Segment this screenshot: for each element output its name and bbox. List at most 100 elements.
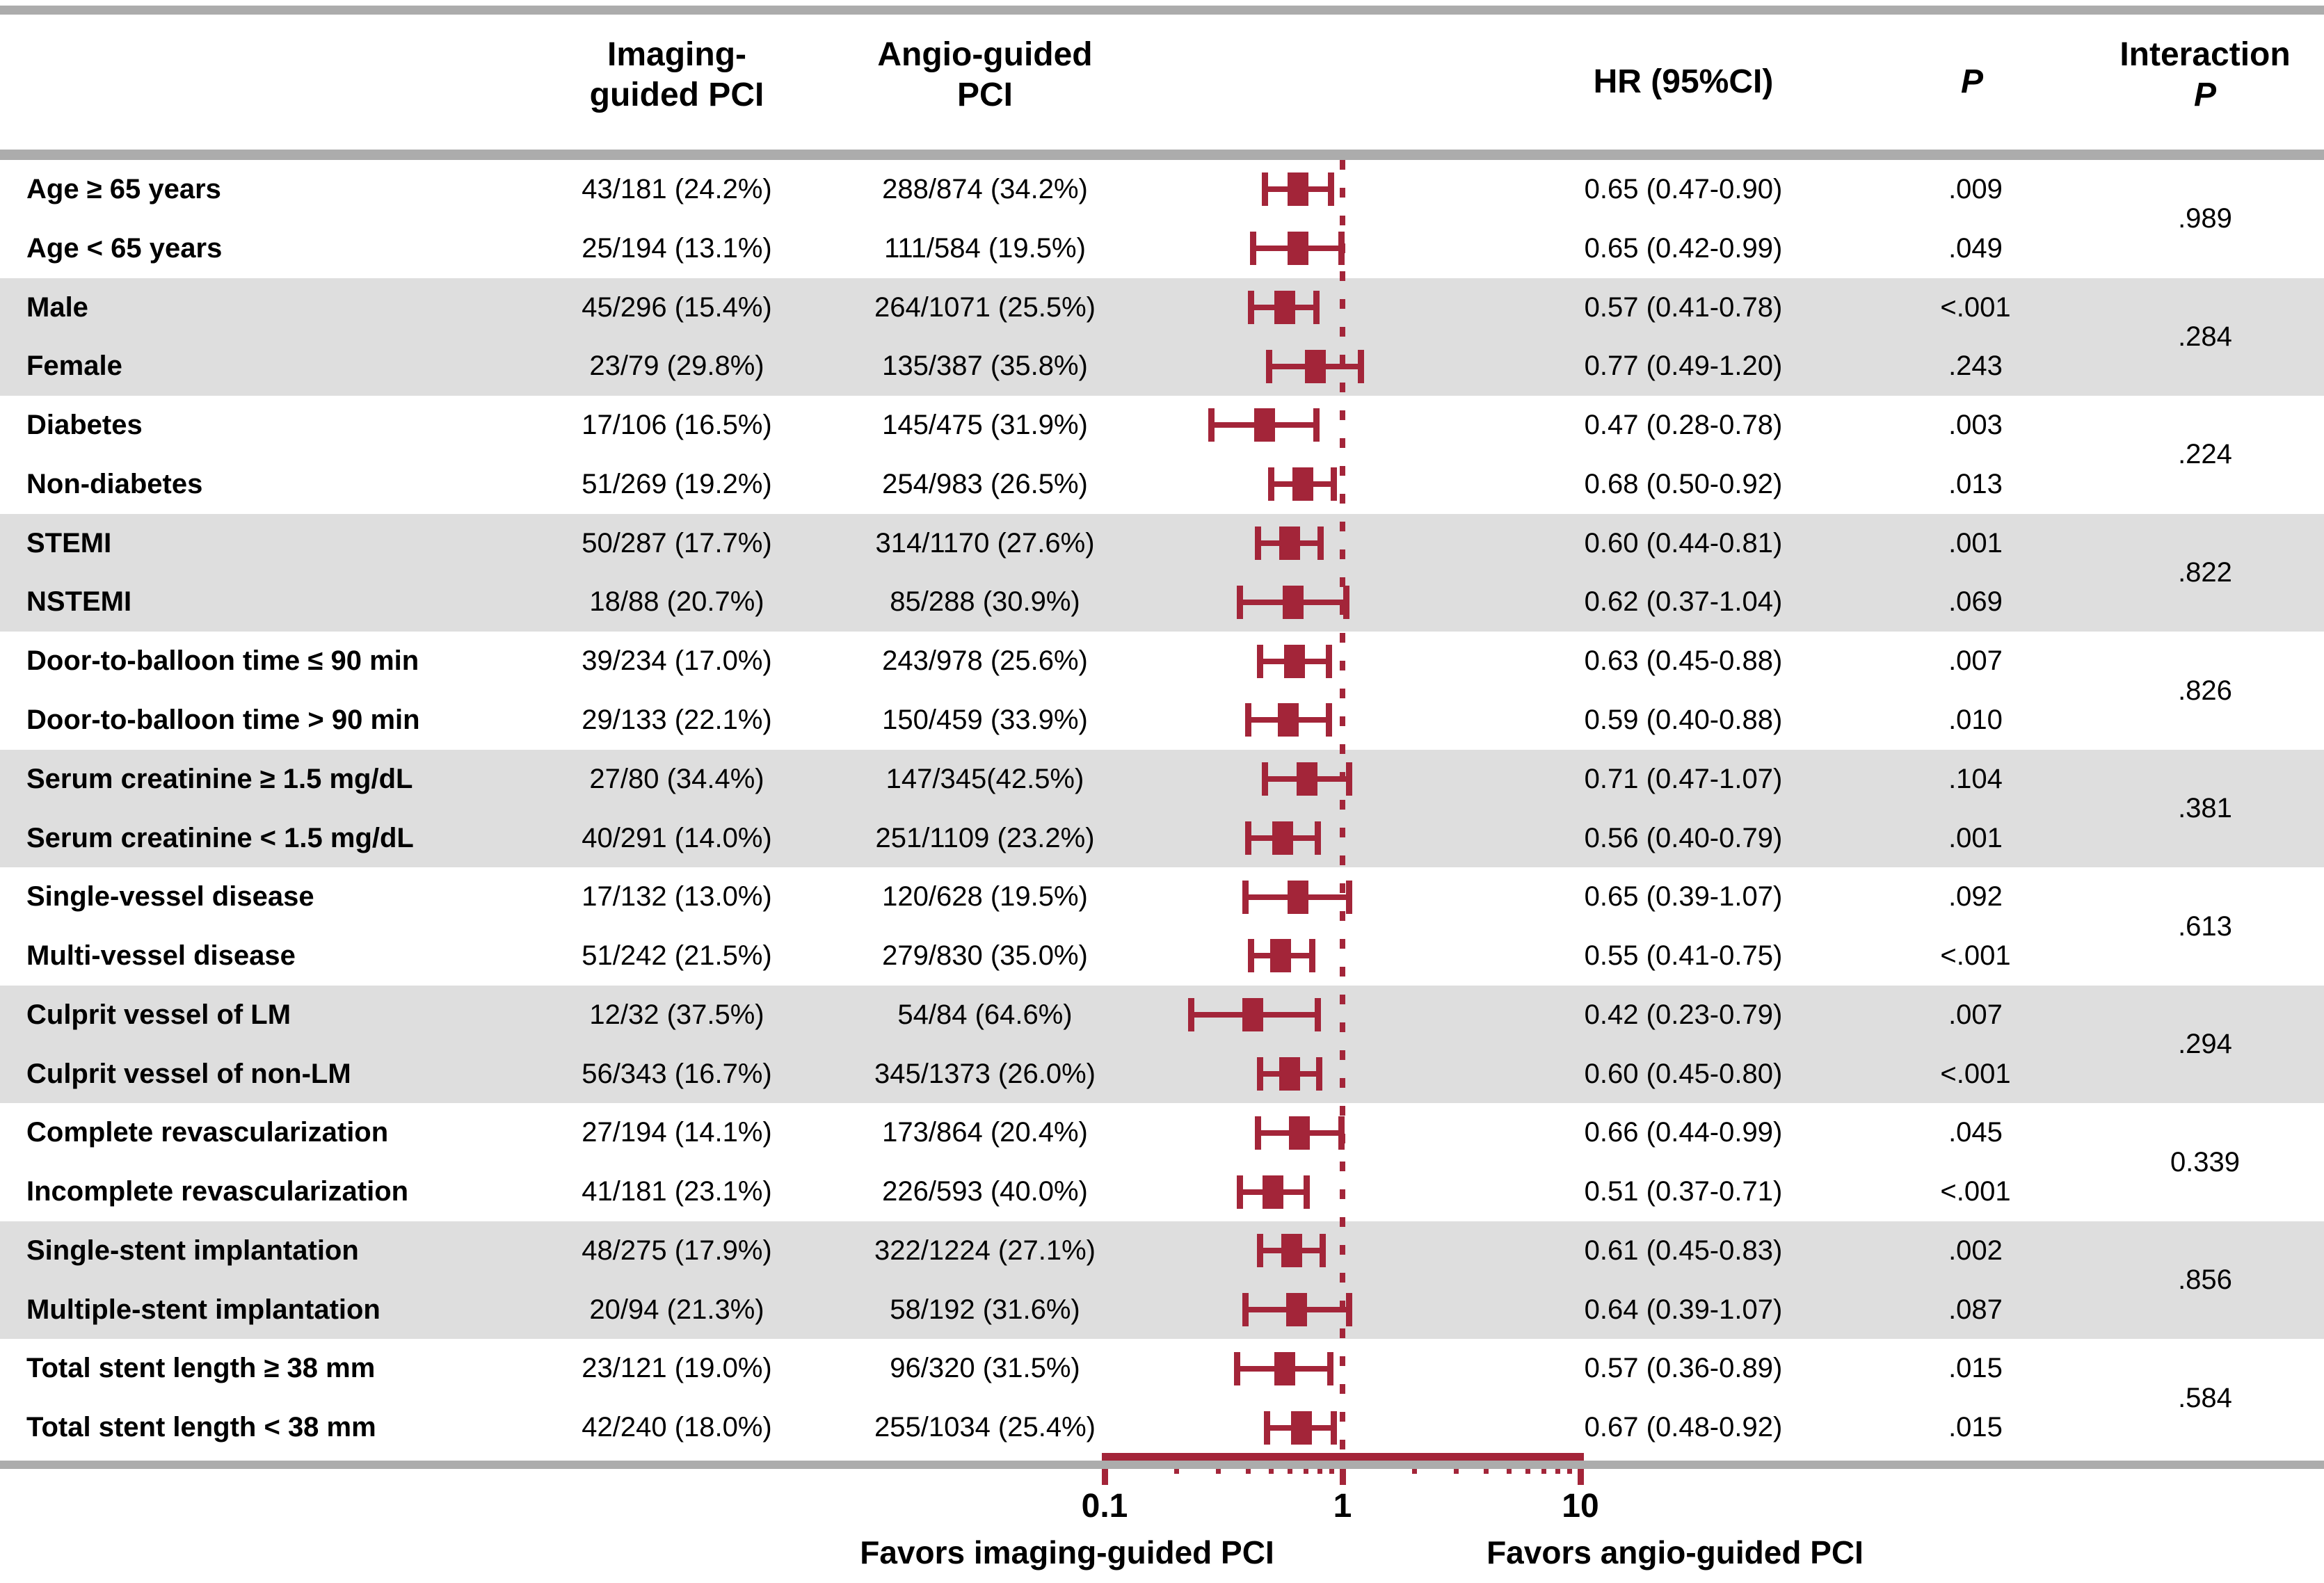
subgroup-label: NSTEMI <box>26 586 132 618</box>
imaging-guided-value: 48/275 (17.9%) <box>582 1235 772 1266</box>
column-header-imaging-line1: Imaging- <box>607 36 746 73</box>
angio-guided-value: 135/387 (35.8%) <box>882 351 1088 382</box>
ci-cap-right <box>1320 1234 1327 1268</box>
angio-guided-value: 147/345(42.5%) <box>885 763 1084 794</box>
angio-guided-value: 264/1071 (25.5%) <box>874 291 1096 323</box>
hr-ci-value: 0.61 (0.45-0.83) <box>1584 1235 1783 1266</box>
ci-cap-left <box>1266 349 1273 383</box>
angio-guided-value: 96/320 (31.5%) <box>890 1353 1080 1384</box>
ci-cap-left <box>1242 1293 1249 1327</box>
column-header-angio-line1: Angio-guided <box>877 36 1093 73</box>
ci-cap-left <box>1187 998 1194 1032</box>
ci-cap-left <box>1268 467 1275 501</box>
column-header-hr-95ci: HR (95%CI) <box>1593 63 1774 100</box>
subgroup-label: Door-to-balloon time > 90 min <box>26 704 420 735</box>
hr-point-box <box>1262 1175 1283 1209</box>
angio-guided-value: 120/628 (19.5%) <box>882 881 1088 913</box>
ci-cap-right <box>1330 467 1337 501</box>
reference-line-hr1 <box>1340 160 1345 1454</box>
favors-imaging-label: Favors imaging-guided PCI <box>860 1534 1274 1570</box>
ci-cap-right <box>1313 290 1320 324</box>
subgroup-label: Male <box>26 291 88 323</box>
p-value: .013 <box>1948 468 2003 499</box>
ci-cap-left <box>1257 1234 1264 1268</box>
imaging-guided-value: 42/240 (18.0%) <box>582 1412 772 1443</box>
angio-guided-value: 288/874 (34.2%) <box>882 174 1088 204</box>
hr-ci-value: 0.57 (0.36-0.89) <box>1584 1353 1783 1384</box>
hr-ci-value: 0.57 (0.41-0.78) <box>1584 291 1783 323</box>
ci-cap-right <box>1346 880 1353 914</box>
hr-ci-value: 0.67 (0.48-0.92) <box>1584 1412 1783 1443</box>
column-header-interaction-p: Interaction P <box>2031 35 2324 115</box>
column-header-angio-line2: PCI <box>956 77 1013 113</box>
angio-guided-value: 54/84 (64.6%) <box>897 999 1073 1030</box>
baseline-rule <box>0 1461 2324 1469</box>
interaction-p-value: .822 <box>2178 557 2232 588</box>
row-band-shaded <box>0 513 2324 632</box>
imaging-guided-value: 40/291 (14.0%) <box>582 822 772 853</box>
hr-point-box <box>1288 172 1309 207</box>
ci-cap-right <box>1328 172 1335 207</box>
row-band-shaded <box>0 985 2324 1104</box>
hr-ci-value: 0.66 (0.44-0.99) <box>1584 1117 1783 1148</box>
hr-point-box <box>1281 1234 1302 1268</box>
hr-ci-value: 0.65 (0.47-0.90) <box>1584 174 1783 204</box>
ci-cap-left <box>1242 880 1249 914</box>
hr-point-box <box>1284 644 1306 678</box>
hr-point-box <box>1290 1411 1312 1445</box>
x-axis-major-tick <box>1102 1453 1108 1485</box>
hr-point-box <box>1282 585 1304 619</box>
p-value: .045 <box>1948 1117 2003 1148</box>
ci-cap-left <box>1255 527 1262 561</box>
axis-tick-label-1: 1 <box>1333 1488 1352 1525</box>
ci-cap-left <box>1208 408 1215 442</box>
hr-point-box <box>1289 1116 1311 1150</box>
ci-cap-right <box>1346 1293 1353 1327</box>
hr-point-box <box>1274 290 1295 324</box>
p-value: .243 <box>1948 351 2003 382</box>
imaging-guided-value: 39/234 (17.0%) <box>582 645 772 677</box>
hr-point-box <box>1270 939 1292 973</box>
imaging-guided-value: 12/32 (37.5%) <box>589 999 764 1030</box>
hr-ci-value: 0.60 (0.44-0.81) <box>1584 527 1783 559</box>
hr-point-box <box>1274 1351 1295 1385</box>
ci-cap-left <box>1244 821 1251 855</box>
imaging-guided-value: 27/80 (34.4%) <box>589 763 764 794</box>
p-value: .003 <box>1948 410 2003 441</box>
p-value: .015 <box>1948 1353 2003 1384</box>
p-value: .002 <box>1948 1235 2003 1266</box>
imaging-guided-value: 27/194 (14.1%) <box>582 1117 772 1148</box>
x-axis-major-tick <box>1340 1453 1346 1485</box>
interaction-p-value: .294 <box>2178 1029 2232 1060</box>
hr-point-box <box>1272 821 1293 855</box>
p-value: <.001 <box>1940 1058 2011 1089</box>
angio-guided-value: 255/1034 (25.4%) <box>874 1412 1096 1443</box>
p-value: <.001 <box>1940 1176 2011 1207</box>
interaction-p-value: .381 <box>2178 793 2232 824</box>
hr-point-box <box>1277 703 1299 737</box>
subgroup-label: Incomplete revascularization <box>26 1176 409 1207</box>
subgroup-label: Total stent length ≥ 38 mm <box>26 1353 376 1384</box>
subgroup-label: Multiple-stent implantation <box>26 1294 380 1325</box>
axis-tick-label-10: 10 <box>1562 1488 1599 1525</box>
p-value: .104 <box>1948 763 2003 794</box>
hr-point-box <box>1288 880 1309 914</box>
angio-guided-value: 173/864 (20.4%) <box>882 1117 1088 1148</box>
p-value: .087 <box>1948 1294 2003 1325</box>
ci-cap-left <box>1261 762 1268 796</box>
ci-cap-left <box>1257 644 1264 678</box>
hr-ci-value: 0.42 (0.23-0.79) <box>1584 999 1783 1030</box>
ci-cap-right <box>1315 1056 1322 1091</box>
imaging-guided-value: 25/194 (13.1%) <box>582 232 772 264</box>
hr-point-box <box>1279 527 1301 561</box>
imaging-guided-value: 43/181 (24.2%) <box>582 174 772 204</box>
angio-guided-value: 243/978 (25.6%) <box>882 645 1088 677</box>
hr-ci-value: 0.60 (0.45-0.80) <box>1584 1058 1783 1089</box>
hr-point-box <box>1242 998 1264 1032</box>
imaging-guided-value: 29/133 (22.1%) <box>582 704 772 735</box>
hr-ci-value: 0.59 (0.40-0.88) <box>1584 704 1783 735</box>
angio-guided-value: 145/475 (31.9%) <box>882 410 1088 441</box>
imaging-guided-value: 56/343 (16.7%) <box>582 1058 772 1089</box>
imaging-guided-value: 51/242 (21.5%) <box>582 940 772 972</box>
ci-cap-left <box>1244 703 1251 737</box>
